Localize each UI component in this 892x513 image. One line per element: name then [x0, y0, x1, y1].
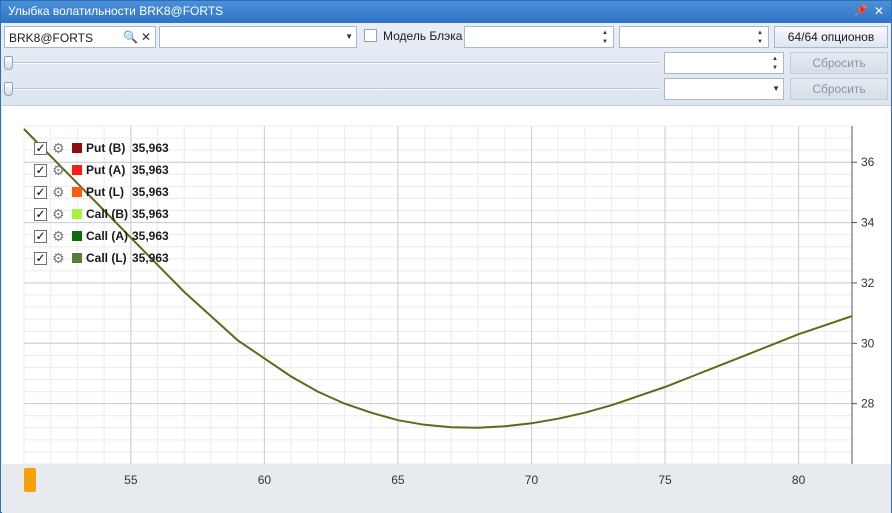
legend-item[interactable]: ✓ ⚙ Put (B) 35,963 [34, 140, 204, 158]
x-tick-label: 60 [258, 473, 272, 487]
spin-up-icon[interactable]: ▲ [757, 30, 763, 36]
series-name: Put (A) [86, 163, 126, 177]
legend-item[interactable]: ✓ ⚙ Call (B) 35,963 [34, 206, 204, 224]
spin-input-1[interactable]: ▲ ▼ [464, 26, 614, 48]
spin-up-icon[interactable]: ▲ [772, 56, 778, 62]
series-value: 35,963 [132, 251, 169, 265]
x-axis-strip [2, 464, 891, 513]
chevron-down-icon: ▼ [772, 84, 780, 93]
series-color-swatch [72, 165, 82, 175]
series-value: 35,963 [132, 229, 169, 243]
series-visibility-checkbox[interactable]: ✓ [34, 185, 47, 199]
y-tick-label: 30 [861, 336, 875, 350]
y-tick-label: 28 [861, 397, 875, 411]
x-tick-label: 70 [525, 473, 539, 487]
search-icon[interactable]: 🔍 [123, 30, 138, 44]
series-value: 35,963 [132, 207, 169, 221]
series-name: Put (L) [86, 185, 124, 199]
smile-curve-line [23, 128, 853, 429]
gear-icon[interactable]: ⚙ [52, 140, 65, 156]
close-icon[interactable]: ✕ [873, 4, 885, 18]
y-tick-label: 36 [861, 155, 875, 169]
spin-down-icon[interactable]: ▼ [602, 39, 608, 45]
series-color-swatch [72, 143, 82, 153]
reset-button-1[interactable]: Сбросить [790, 52, 888, 74]
row2-spin-input[interactable]: ▲ ▼ [664, 52, 784, 74]
series-value: 35,963 [132, 163, 169, 177]
security-value: BRK8@FORTS [9, 31, 93, 45]
chart-canvas[interactable]: 55 60 65 70 75 80 28 30 32 34 36 [2, 106, 891, 513]
gear-icon[interactable]: ⚙ [52, 206, 65, 222]
series-color-swatch [72, 253, 82, 263]
toolbar: BRK8@FORTS 🔍 ✕ ▼ Модель Блэка ▲ ▼ ▲ ▼ 64… [1, 23, 891, 105]
slider-thumb[interactable] [4, 82, 13, 96]
spin-up-icon[interactable]: ▲ [602, 30, 608, 36]
black-model-checkbox[interactable] [364, 29, 377, 42]
series-value: 35,963 [132, 185, 169, 199]
series-name: Put (B) [86, 141, 126, 155]
strike-slider-2[interactable] [4, 82, 659, 96]
title-bar[interactable]: Улыбка волатильности BRK8@FORTS 📌 ✕ [1, 1, 891, 23]
series-color-swatch [72, 231, 82, 241]
range-marker[interactable] [24, 468, 36, 492]
gear-icon[interactable]: ⚙ [52, 162, 65, 178]
legend-item[interactable]: ✓ ⚙ Put (A) 35,963 [34, 162, 204, 180]
series-select[interactable]: ▼ [159, 26, 357, 48]
slider-thumb[interactable] [4, 56, 13, 70]
series-name: Call (A) [86, 229, 128, 243]
security-picker[interactable]: BRK8@FORTS 🔍 ✕ [4, 26, 156, 48]
y-tick-label: 32 [861, 276, 875, 290]
series-color-swatch [72, 209, 82, 219]
row3-combo[interactable]: ▼ [664, 78, 784, 100]
gear-icon[interactable]: ⚙ [52, 250, 65, 266]
black-model-label: Модель Блэка [383, 29, 463, 43]
x-tick-label: 65 [391, 473, 405, 487]
chevron-down-icon: ▼ [345, 32, 353, 41]
volatility-chart[interactable]: 55 60 65 70 75 80 28 30 32 34 36 ✓ ⚙ Put (B) 35,963 ✓ ⚙… [2, 105, 891, 513]
series-visibility-checkbox[interactable]: ✓ [34, 207, 47, 221]
clear-icon[interactable]: ✕ [140, 30, 152, 44]
slider-track [4, 62, 659, 64]
series-visibility-checkbox[interactable]: ✓ [34, 251, 47, 265]
gear-icon[interactable]: ⚙ [52, 184, 65, 200]
series-value: 35,963 [132, 141, 169, 155]
strike-slider-1[interactable] [4, 56, 659, 70]
spin-down-icon[interactable]: ▼ [757, 39, 763, 45]
spin-input-2[interactable]: ▲ ▼ [619, 26, 769, 48]
series-visibility-checkbox[interactable]: ✓ [34, 163, 47, 177]
x-tick-label: 55 [124, 473, 138, 487]
series-visibility-checkbox[interactable]: ✓ [34, 141, 47, 155]
series-name: Call (L) [86, 251, 127, 265]
y-tick-label: 34 [861, 216, 875, 230]
series-name: Call (B) [86, 207, 128, 221]
reset-button-2[interactable]: Сбросить [790, 78, 888, 100]
legend-item[interactable]: ✓ ⚙ Put (L) 35,963 [34, 184, 204, 202]
window-title: Улыбка волатильности BRK8@FORTS [8, 4, 224, 18]
gear-icon[interactable]: ⚙ [52, 228, 65, 244]
spin-down-icon[interactable]: ▼ [772, 65, 778, 71]
legend-item[interactable]: ✓ ⚙ Call (A) 35,963 [34, 228, 204, 246]
x-tick-label: 75 [658, 473, 672, 487]
slider-track [4, 88, 659, 90]
series-color-swatch [72, 187, 82, 197]
pin-icon[interactable]: 📌 [854, 5, 868, 17]
series-visibility-checkbox[interactable]: ✓ [34, 229, 47, 243]
options-count-button[interactable]: 64/64 опционов [774, 26, 888, 48]
legend-item[interactable]: ✓ ⚙ Call (L) 35,963 [34, 250, 204, 268]
x-tick-label: 80 [792, 473, 806, 487]
